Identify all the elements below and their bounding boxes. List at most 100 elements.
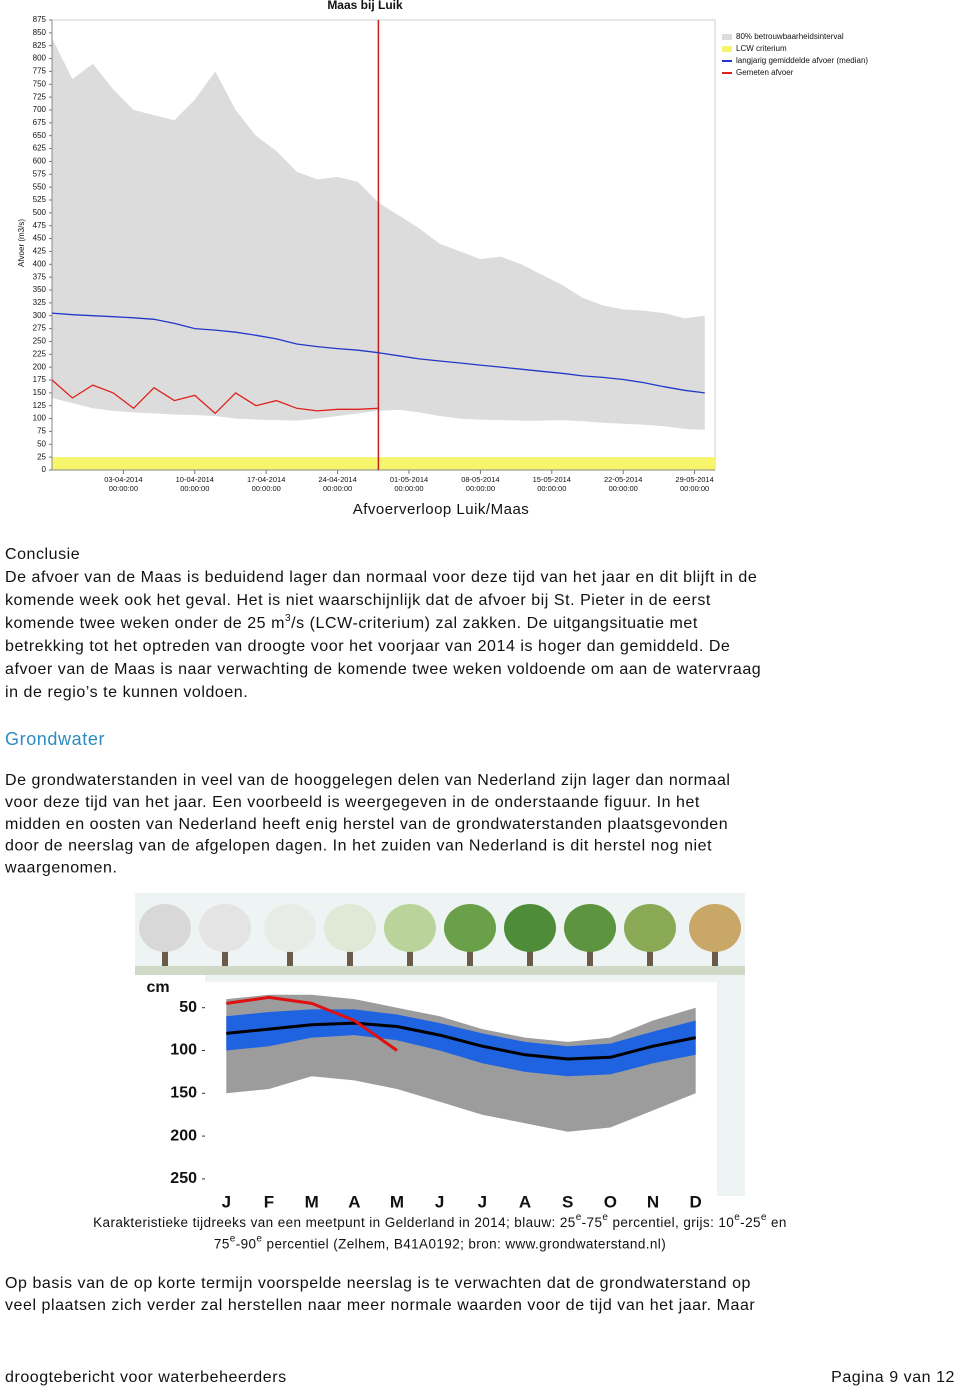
superscript: e [761,1212,767,1223]
x-tick-label: M [390,1192,404,1211]
y-tick-label: 850 [33,28,47,37]
text-line: voor deze tijd van het jaar. Een voorbee… [5,794,700,811]
y-tick-label: 175 [33,375,47,384]
tree-trunk [587,940,593,975]
superscript: 3 [285,613,291,624]
text-run: 75 [214,1236,230,1251]
section-heading: Grondwater [5,729,105,749]
x-tick-label: N [647,1192,659,1211]
y-tick-label: 675 [33,118,47,127]
text-run: percentiel (Zelhem, B41A0192; bron: www.… [262,1236,666,1251]
y-tick-label: 150 [170,1084,197,1101]
y-tick-label: 375 [33,272,47,281]
text-line: 75e-90e percentiel (Zelhem, B41A0192; br… [214,1233,666,1251]
tree-trunk [222,940,228,975]
x-tick-label: 22-05-2014 00:00:00 [604,475,642,493]
y-tick-label: 50 [37,439,46,448]
text-run: -90 [236,1236,257,1251]
superscript: e [734,1212,740,1223]
tree-crown [564,904,616,952]
text-run: -25 [740,1215,761,1230]
y-tick-label: 100 [170,1042,197,1059]
x-tick-label: J [435,1192,444,1211]
ground [135,966,745,975]
figure-caption: Afvoerverloop Luik/Maas [353,501,530,518]
y-tick-label: 750 [33,79,47,88]
y-tick-label: 250 [33,337,47,346]
text-line: Op basis van de op korte termijn voorspe… [5,1275,751,1292]
tree-crown [444,904,496,952]
y-tick-label: 575 [33,169,47,178]
text-run: komende twee weken onder de 25 m [5,615,285,632]
text-line: komende week ook het geval. Het is niet … [5,592,711,609]
y-tick-label: 625 [33,144,47,153]
y-tick-label: 825 [33,41,47,50]
y-tick-label: 125 [33,401,47,410]
text-line: midden en oosten van Nederland heeft eni… [5,816,728,833]
y-tick-label: 350 [33,285,47,294]
x-tick-label: 29-05-2014 00:00:00 [675,475,713,493]
tree-crown [199,904,251,952]
legend-label: LCW criterium [736,44,787,53]
tree-crown [384,904,436,952]
y-tick-label: 700 [33,105,47,114]
label-column [135,975,205,1213]
tree-crown [689,904,741,952]
y-tick-label: 200 [170,1127,197,1144]
month-strip [205,1196,745,1213]
legend-swatch [722,46,732,52]
x-tick-label: A [348,1192,360,1211]
y-tick-label: 525 [33,195,47,204]
y-tick-label: 250 [170,1170,197,1187]
y-tick-label: 500 [33,208,47,217]
y-tick-label: 400 [33,259,47,268]
series-line [51,379,379,415]
chart-title: Maas bij Luik [327,0,403,12]
y-axis-label: Afvoer (m3/s) [17,219,26,267]
tree-crown [264,904,316,952]
y-tick-label: 25 [37,452,46,461]
y-tick-label: 450 [33,234,47,243]
y-tick-label: 550 [33,182,47,191]
y-tick-label: 225 [33,349,47,358]
y-tick-label: 800 [33,54,47,63]
x-tick-label: 10-04-2014 00:00:00 [176,475,214,493]
text-line: waargenomen. [4,859,117,876]
y-tick-label: 0 [42,465,47,474]
text-run: /s (LCW-criterium) zal zakken. De uitgan… [291,615,698,632]
y-tick-label: 50 [179,999,197,1016]
tree-trunk [162,940,168,975]
legend-swatch [722,34,732,40]
y-tick-label: 875 [33,15,47,24]
x-tick-label: 03-04-2014 00:00:00 [104,475,142,493]
text-line: komende twee weken onder de 25 m3/s (LCW… [5,613,698,633]
y-tick-label: 425 [33,247,47,256]
series-line [226,995,398,1052]
x-tick-label: 01-05-2014 00:00:00 [390,475,428,493]
y-tick-label: 100 [33,414,47,423]
y-tick-label: 775 [33,67,47,76]
tree-trunk [712,940,718,975]
y-tick-label: 475 [33,221,47,230]
tree-crown [139,904,191,952]
superscript: e [576,1212,582,1223]
text-line: in de regio’s te kunnen voldoen. [5,684,248,701]
legend-label: Gemeten afvoer [736,68,794,77]
text-line: De grondwaterstanden in veel van de hoog… [5,772,731,789]
y-tick-label: 300 [33,311,47,320]
tree-crown [504,904,556,952]
footer-left: droogtebericht voor waterbeheerders [5,1369,287,1386]
text-line: Karakteristieke tijdreeks van een meetpu… [93,1212,787,1230]
text-line: afvoer van de Maas is naar verwachting d… [5,661,761,678]
tree-crown [624,904,676,952]
x-tick-label: A [519,1192,531,1211]
y-tick-label: 725 [33,92,47,101]
y-tick-label: 650 [33,131,47,140]
y-tick-label: 275 [33,324,47,333]
tree-trunk [527,940,533,975]
tree-trunk [647,940,653,975]
y-tick-label: 325 [33,298,47,307]
x-tick-label: 08-05-2014 00:00:00 [461,475,499,493]
x-tick-label: 17-04-2014 00:00:00 [247,475,285,493]
